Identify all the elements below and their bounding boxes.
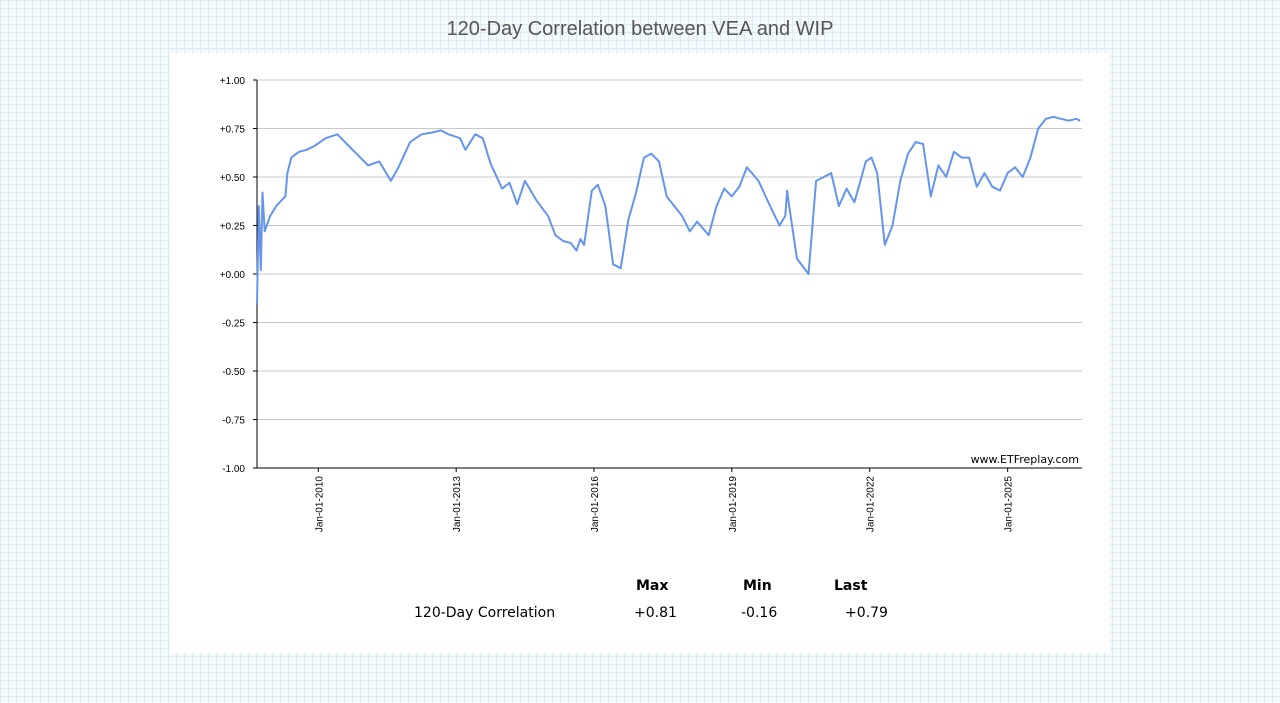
stats-header-max: Max (636, 578, 669, 594)
y-tick-label: -0.75 (222, 416, 245, 427)
chart-panel: +1.00 +0.75 +0.50 +0.25 +0.00 -0.25 -0.50 -0.75… (170, 53, 1110, 653)
x-tick-label: Jan-01-2019 (728, 476, 739, 533)
stats-value-last: +0.79 (845, 605, 888, 621)
page-title: 120-Day Correlation between VEA and WIP (446, 18, 834, 40)
x-tick-label: Jan-01-2010 (314, 476, 325, 533)
x-tick-label: Jan-01-2013 (452, 476, 463, 533)
y-tick-label: +0.25 (220, 222, 246, 233)
y-tick-label: -1.00 (222, 464, 245, 475)
x-tick-label: Jan-01-2022 (866, 476, 877, 533)
y-tick-label: +0.75 (220, 125, 246, 136)
stats-value-max: +0.81 (634, 605, 677, 621)
correlation-chart: +1.00 +0.75 +0.50 +0.25 +0.00 -0.25 -0.50 -0.75… (220, 76, 1082, 533)
stats-header-last: Last (834, 578, 868, 594)
correlation-series-line (256, 115, 1081, 306)
x-tick-label: Jan-01-2025 (1004, 476, 1015, 533)
y-axis-ticks: +1.00 +0.75 +0.50 +0.25 +0.00 -0.25 -0.50 -0.75… (220, 76, 257, 475)
watermark: www.ETFreplay.com (971, 453, 1079, 466)
stats-row-label: 120-Day Correlation (414, 605, 556, 621)
stats-header-min: Min (743, 578, 772, 594)
x-axis-ticks: Jan-01-2010 Jan-01-2013 Jan-01-2016 Jan-01-… (314, 468, 1015, 533)
y-tick-label: +0.00 (220, 270, 246, 281)
stats-table: Max Min Last 120-Day Correlation +0.81 -… (170, 53, 1110, 653)
y-tick-label: +1.00 (220, 76, 246, 87)
y-tick-label: -0.25 (222, 319, 245, 330)
stats-value-min: -0.16 (741, 605, 778, 621)
x-tick-label: Jan-01-2016 (590, 476, 601, 533)
y-tick-label: -0.50 (222, 367, 245, 378)
y-tick-label: +0.50 (220, 173, 246, 184)
